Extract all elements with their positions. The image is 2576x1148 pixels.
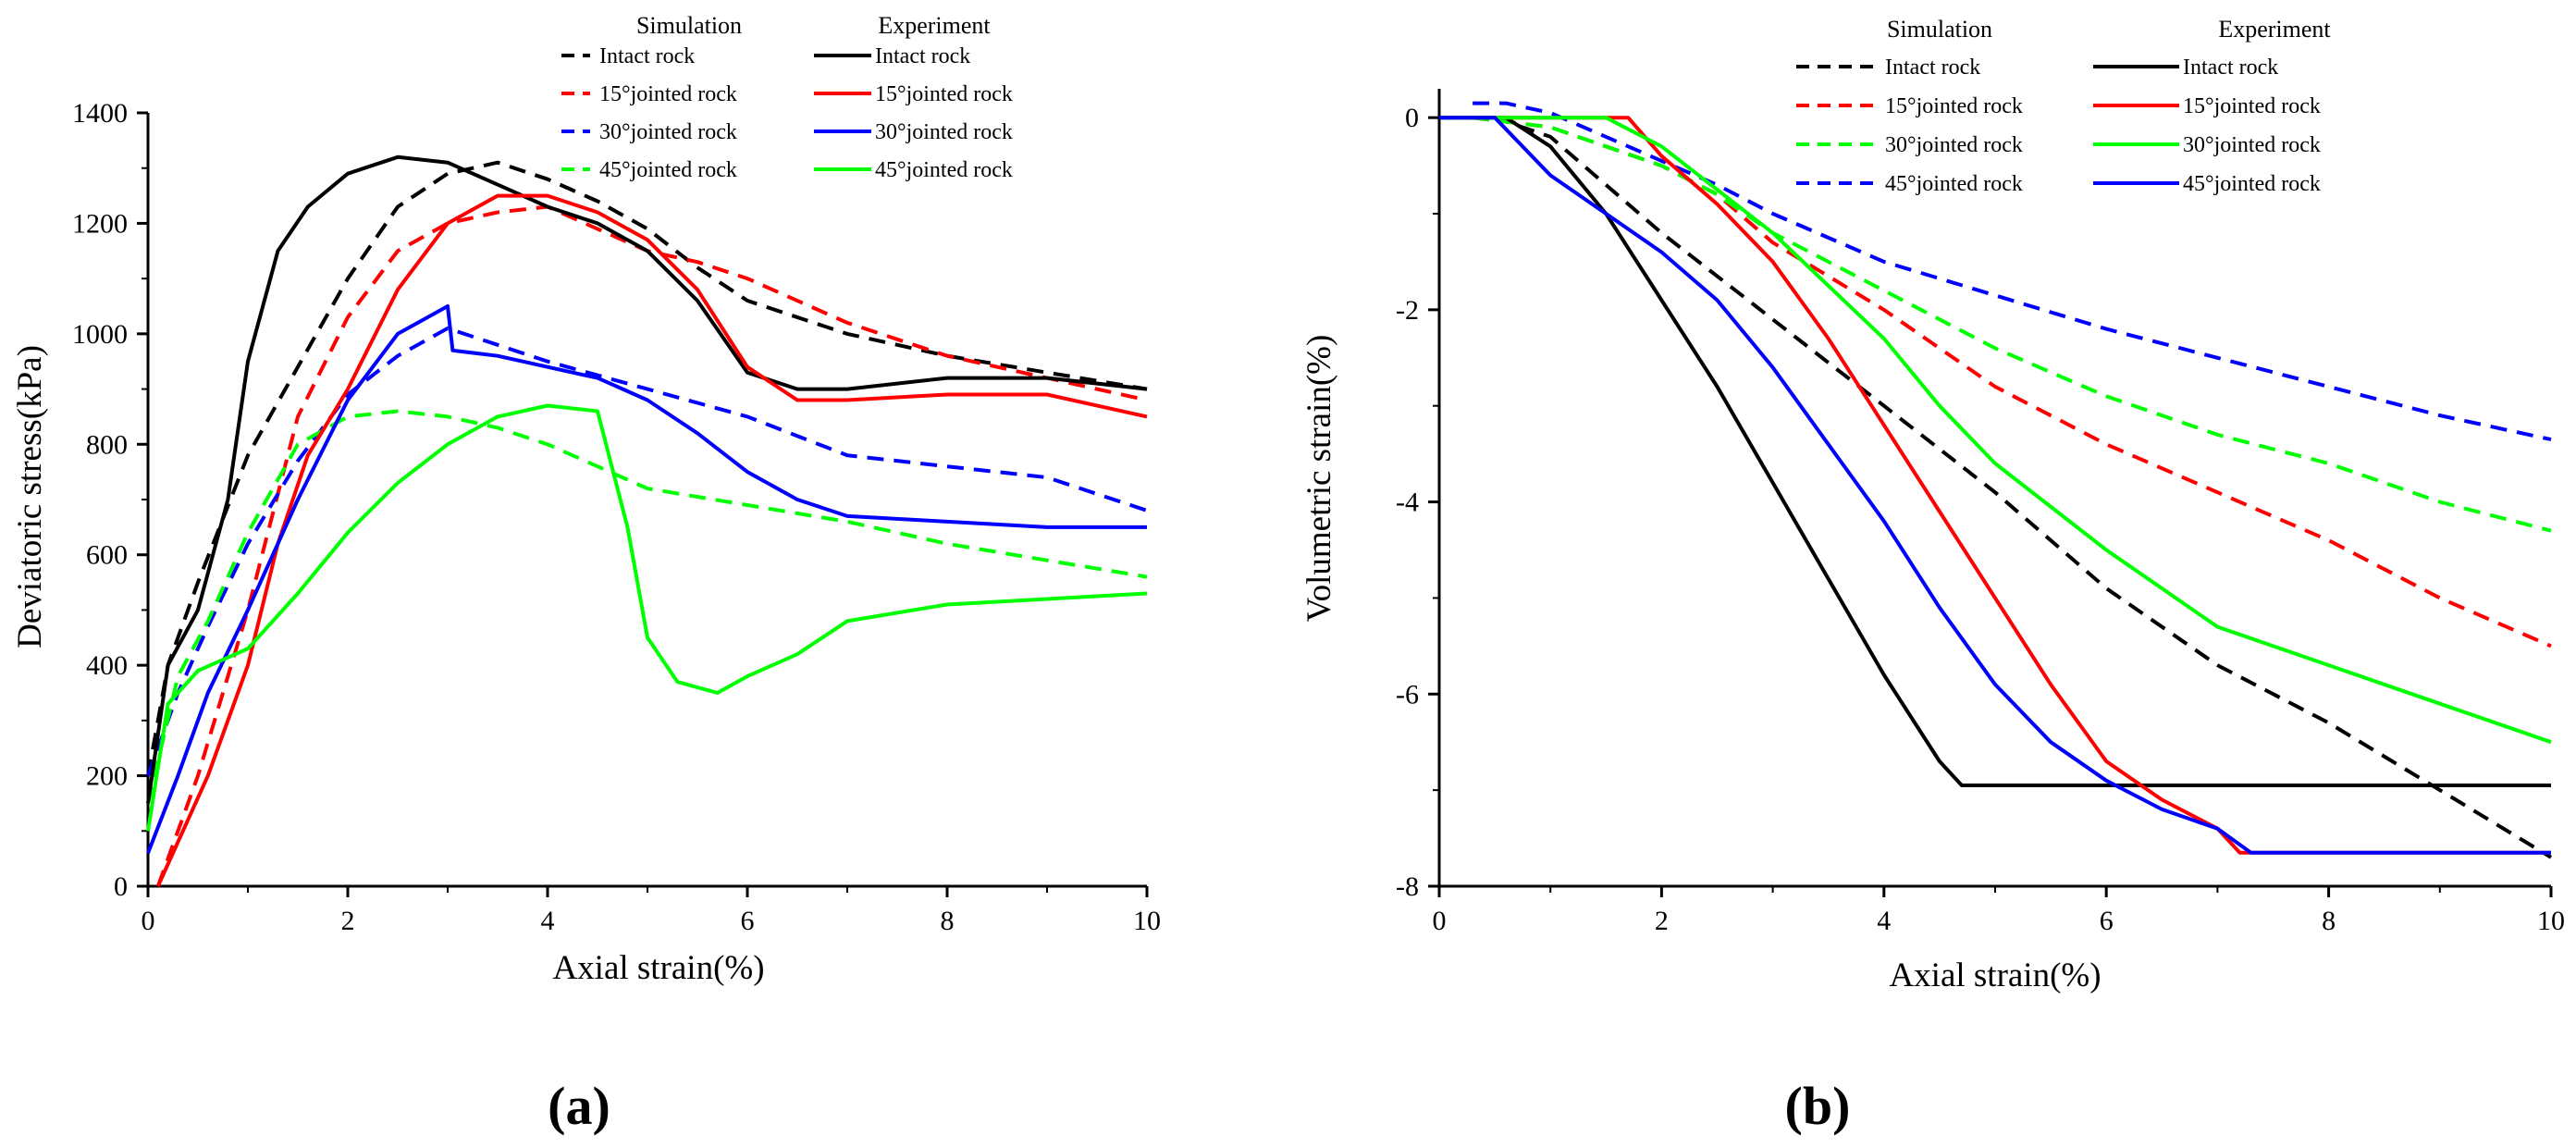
chart-a-axes: 0 2 4 6 8 10 0 200 400 600 800 1000 1200 1400: [72, 98, 1161, 936]
chart-panel-a: 0 2 4 6 8 10 0 200 400 600 800 1000 1200 1400 Simulat…: [11, 12, 1161, 1136]
chart-a-x-tick-label: 6: [741, 906, 755, 936]
chart-b-series-line: [1439, 116, 2553, 859]
chart-a-x-tick-label: 2: [341, 906, 355, 936]
chart-b-x-tick-label: 10: [2537, 906, 2565, 936]
chart-b-legend: Simulation Experiment Intact rock 15°jointe…: [1796, 16, 2331, 196]
chart-b-series-line: [1472, 116, 2552, 648]
chart-a-series-line: [155, 193, 1148, 887]
legend-header-simulation: Simulation: [636, 12, 742, 39]
chart-a-legend: Simulation Experiment Intact rock 15°jointe…: [561, 12, 1013, 182]
chart-a-y-tick-label: 1400: [72, 98, 128, 129]
chart-a-y-tick-label: 0: [114, 871, 128, 902]
chart-a-series: [146, 154, 1148, 887]
legend-header-experiment: Experiment: [2218, 16, 2331, 43]
legend-label-simulation: 30°jointed rock: [599, 120, 737, 144]
chart-a-series-line: [146, 154, 1148, 804]
chart-b-y-tick-label: -6: [1396, 679, 1419, 710]
chart-b-series-line: [1439, 116, 2551, 787]
chart-a-y-tick-label: 1200: [72, 208, 128, 239]
chart-a-y-tick-label: 800: [86, 429, 128, 460]
legend-label-simulation: Intact rock: [1885, 56, 1980, 80]
chart-a-series-line: [146, 304, 1147, 854]
legend-label-simulation: 15°jointed rock: [1885, 94, 2023, 118]
chart-a-x-tick-label: 4: [541, 906, 555, 936]
chart-a-series-line: [146, 160, 1148, 776]
legend-label-experiment: 45°jointed rock: [2183, 172, 2321, 196]
chart-b-x-tick-label: 4: [1877, 906, 1891, 936]
legend-label-experiment: 15°jointed rock: [875, 82, 1013, 106]
chart-b-x-tick-label: 8: [2322, 906, 2336, 936]
legend-label-simulation: Intact rock: [599, 44, 695, 68]
chart-b-axes: 0 2 4 6 8 10 0 -2 -4 -6 -8: [1396, 89, 2565, 936]
legend-label-experiment: Intact rock: [875, 44, 970, 68]
chart-panel-b: 0 2 4 6 8 10 0 -2 -4 -6 -8 Simulation Experiment Int…: [1300, 16, 2565, 1136]
chart-b-series-line: [1472, 116, 2552, 533]
chart-a-xlabel: Axial strain(%): [552, 949, 764, 987]
legend-label-experiment: 15°jointed rock: [2183, 94, 2321, 118]
legend-label-simulation: 15°jointed rock: [599, 82, 737, 106]
chart-b-xlabel: Axial strain(%): [1889, 957, 2101, 994]
chart-b-y-tick-label: -4: [1396, 488, 1419, 518]
chart-b-series: [1439, 101, 2553, 859]
chart-a-panel-label: (a): [548, 1076, 610, 1136]
chart-a-x-tick-label: 0: [142, 906, 155, 936]
chart-b-y-tick-label: -8: [1396, 871, 1419, 902]
chart-b-panel-label: (b): [1785, 1076, 1851, 1136]
legend-header-experiment: Experiment: [878, 12, 991, 39]
legend-header-simulation: Simulation: [1887, 16, 1992, 43]
chart-a-x-tick-label: 10: [1133, 906, 1161, 936]
legend-label-simulation: 45°jointed rock: [1885, 172, 2023, 196]
chart-b-ylabel: Volumetric strain(%): [1300, 335, 1338, 623]
legend-label-experiment: 45°jointed rock: [875, 158, 1013, 182]
legend-label-simulation: 30°jointed rock: [1885, 133, 2023, 157]
legend-label-experiment: 30°jointed rock: [875, 120, 1013, 144]
chart-a-y-tick-label: 200: [86, 761, 128, 792]
chart-a-series-line: [146, 403, 1148, 832]
chart-a-x-tick-label: 8: [941, 906, 955, 936]
chart-b-series-line: [1439, 116, 2552, 745]
chart-a-y-tick-label: 400: [86, 650, 128, 681]
chart-a-ylabel: Deviatoric stress(kPa): [11, 345, 49, 648]
chart-a-y-tick-label: 600: [86, 540, 128, 571]
legend-label-simulation: 45°jointed rock: [599, 158, 737, 182]
chart-b-y-tick-label: -2: [1396, 295, 1419, 326]
chart-a-series-line: [155, 204, 1148, 887]
chart-b-series-line: [1439, 116, 2551, 855]
chart-a-y-tick-label: 1000: [72, 319, 128, 350]
chart-b-series-line: [1439, 116, 2551, 855]
legend-label-experiment: 30°jointed rock: [2183, 133, 2321, 157]
chart-b-x-tick-label: 2: [1655, 906, 1669, 936]
legend-label-experiment: Intact rock: [2183, 56, 2278, 80]
chart-a-series-line: [146, 409, 1148, 804]
chart-b-x-tick-label: 6: [2100, 906, 2114, 936]
chart-b-x-tick-label: 0: [1433, 906, 1447, 936]
chart-b-y-tick-label: 0: [1405, 103, 1419, 133]
chart-a-series-line: [146, 326, 1148, 777]
